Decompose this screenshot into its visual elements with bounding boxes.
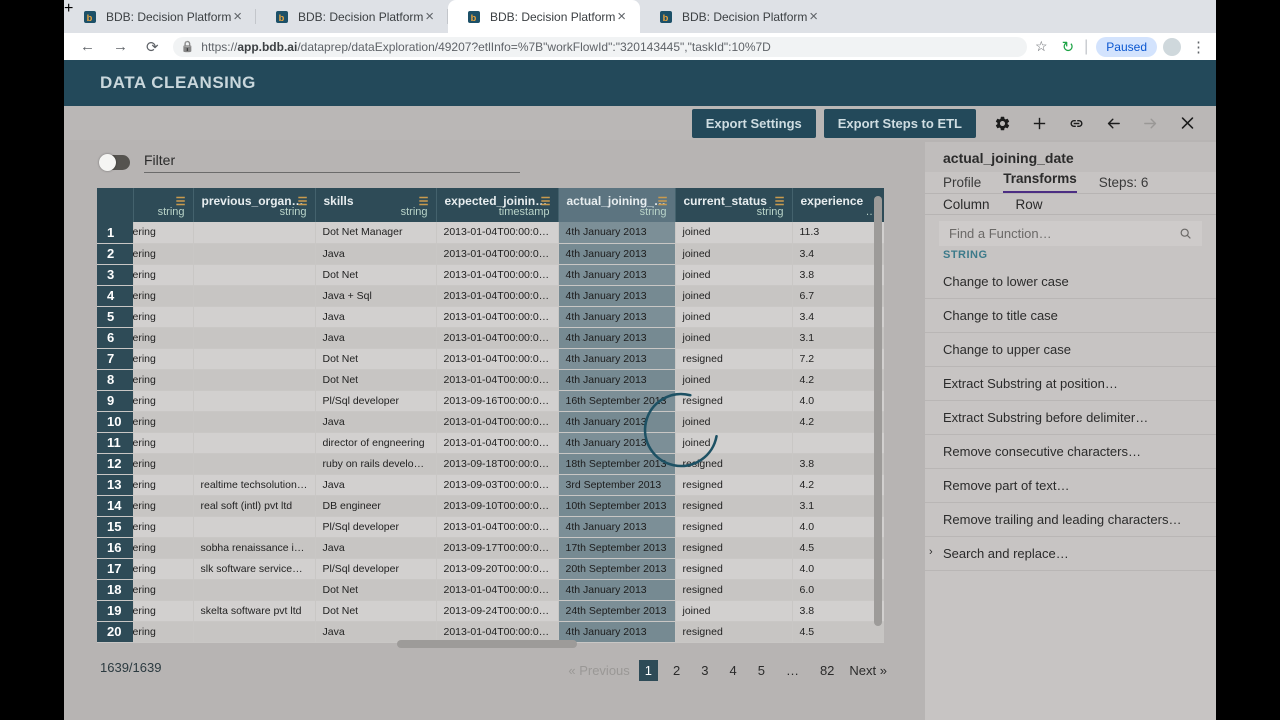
svg-text:b: b: [663, 13, 669, 23]
svg-text:b: b: [87, 13, 93, 23]
svg-text:b: b: [279, 13, 285, 23]
svg-text:b: b: [471, 13, 477, 23]
